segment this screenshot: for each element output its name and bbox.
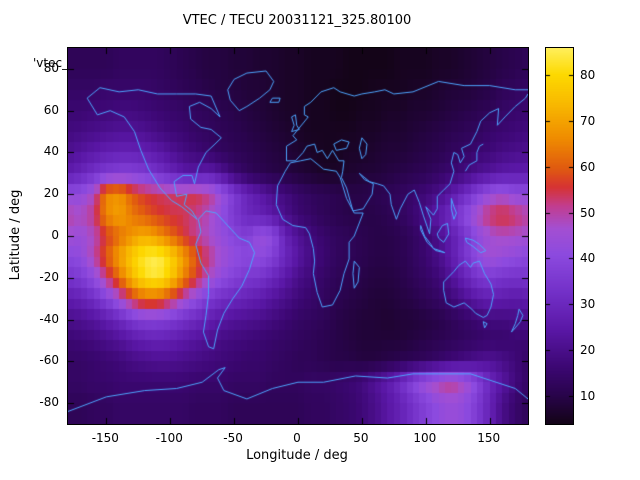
- y-tick-label: -80: [39, 395, 59, 410]
- colorbar-tick-label: 50: [580, 205, 596, 220]
- stray-key-label: 'vtec_: [33, 56, 69, 70]
- colorbar-tick-label: 80: [580, 67, 596, 82]
- x-tick-label: -100: [155, 431, 183, 445]
- colorbar-tick-label: 60: [580, 159, 596, 174]
- x-tick-label: -50: [223, 431, 243, 445]
- y-tick-label: -40: [39, 311, 59, 326]
- y-tick-label: 60: [43, 102, 59, 117]
- y-tick-label: 0: [51, 228, 59, 242]
- x-axis-label: Longitude / deg: [246, 448, 348, 463]
- y-tick-label: -60: [39, 353, 59, 368]
- heatmap-canvas: [67, 47, 529, 425]
- y-tick-label: 20: [43, 186, 59, 201]
- colorbar-tick-label: 10: [580, 388, 596, 403]
- y-tick-label: -20: [39, 269, 59, 284]
- x-tick-label: -150: [91, 431, 119, 445]
- colorbar-tick-label: 70: [580, 113, 596, 128]
- colorbar-tick-label: 30: [580, 296, 596, 311]
- plot-title: VTEC / TECU 20031121_325.80100: [182, 13, 412, 28]
- colorbar-tick-label: 20: [580, 342, 596, 357]
- y-tick-label: 40: [43, 144, 59, 159]
- x-tick-label: 100: [413, 431, 437, 445]
- x-tick-label: 150: [477, 431, 501, 445]
- x-tick-label: 50: [353, 431, 369, 445]
- colorbar: [545, 47, 574, 425]
- y-tick-label: 80: [43, 60, 59, 75]
- colorbar-tick-label: 40: [580, 250, 596, 265]
- x-tick-label: 0: [293, 431, 301, 445]
